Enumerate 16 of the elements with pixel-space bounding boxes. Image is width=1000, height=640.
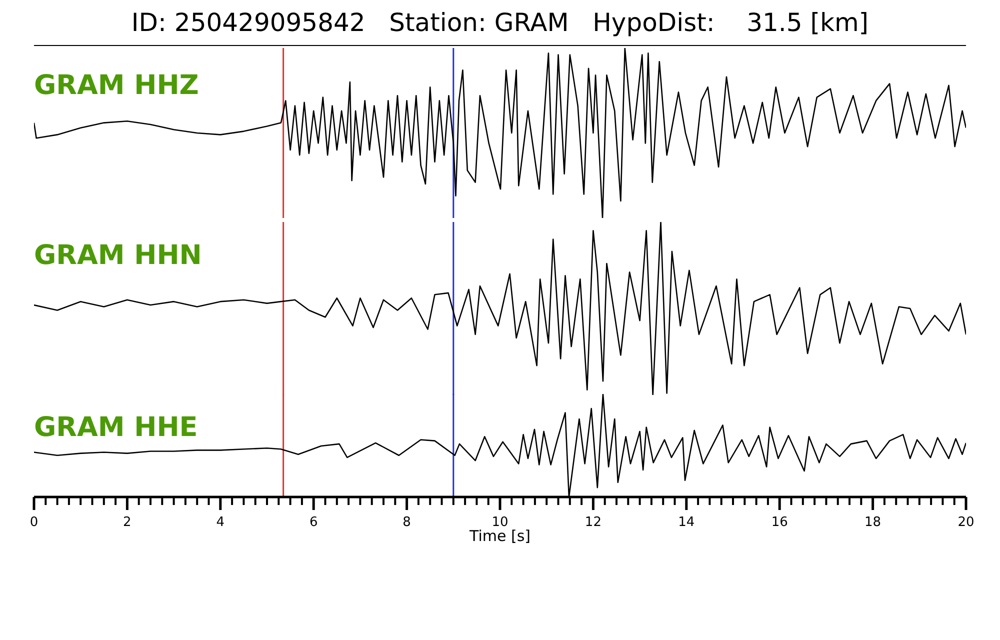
x-tick-label: 18 — [864, 515, 882, 530]
x-tick-label: 20 — [958, 515, 974, 530]
chart-title: ID: 250429095842 Station: GRAM HypoDist: 31.5 [km] — [130, 8, 870, 37]
x-tick-label: 6 — [309, 515, 318, 530]
x-tick-label: 0 — [30, 515, 38, 530]
x-tick-label: 4 — [216, 515, 225, 530]
x-tick-label: 2 — [123, 515, 132, 530]
annotation: GRAM HHZ — [34, 70, 199, 101]
x-tick-label: 14 — [678, 515, 695, 530]
x-tick-label: 16 — [771, 515, 788, 530]
annotation: GRAM HHN — [34, 240, 202, 271]
x-tick-label: 12 — [584, 515, 602, 530]
x-tick-label: 8 — [402, 515, 411, 530]
x-tick-label: 10 — [492, 515, 508, 530]
annotation: GRAM HHE — [34, 412, 198, 443]
x-axis-title: Time [s] — [468, 527, 530, 545]
